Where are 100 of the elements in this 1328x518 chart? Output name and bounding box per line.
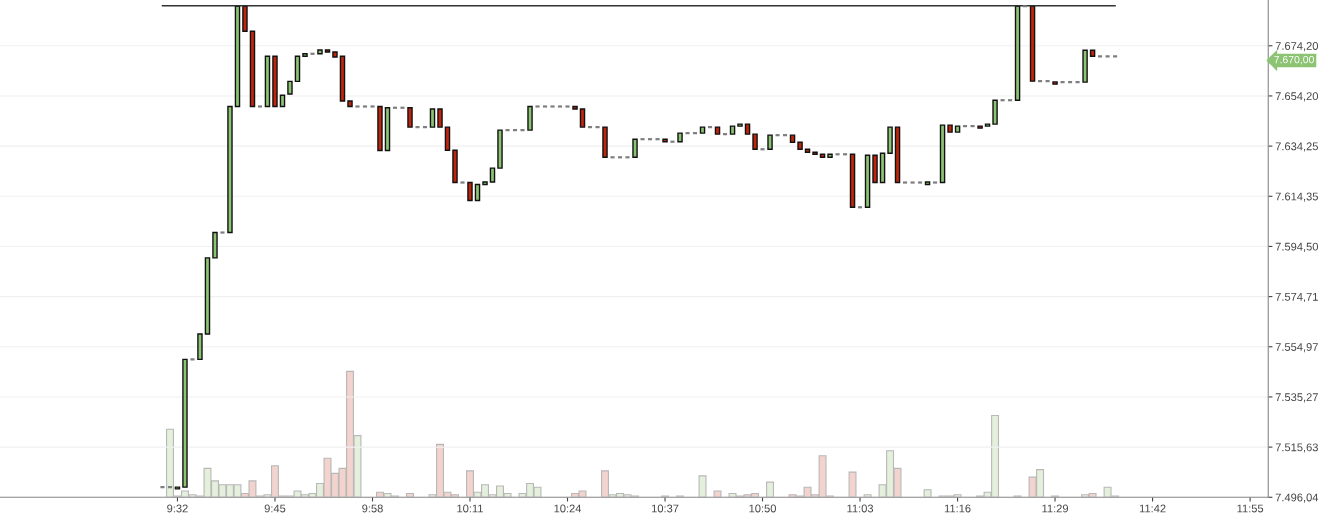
candlestick — [684, 132, 691, 135]
candlestick — [384, 107, 391, 152]
x-tick-label: 10:50 — [749, 504, 776, 513]
text: 7.670,00 — [1274, 55, 1314, 65]
candlestick — [947, 124, 953, 133]
candlestick — [737, 123, 743, 127]
candlestick — [774, 134, 781, 137]
x-tick-label: 10:37 — [651, 504, 679, 513]
candlestick — [677, 132, 683, 143]
candlestick — [714, 126, 721, 135]
candlestick — [459, 181, 466, 184]
candlestick — [242, 5, 248, 32]
y-tick-label: 7.634,25 — [1275, 142, 1318, 152]
candlestick — [204, 257, 211, 335]
candlestick — [909, 181, 916, 184]
candlestick — [264, 55, 271, 108]
candlestick — [954, 125, 961, 133]
candlestick — [939, 124, 946, 184]
x-tick-label: 9:45 — [264, 504, 286, 513]
candlestick — [429, 108, 436, 128]
candlestick — [819, 153, 826, 159]
candlestick — [992, 99, 998, 125]
candlestick — [894, 126, 901, 184]
candlestick — [789, 134, 796, 143]
candlestick — [489, 167, 496, 183]
candlestick — [474, 183, 481, 202]
x-tick-label: 11:29 — [1042, 504, 1069, 513]
candlestick — [332, 51, 338, 58]
candlestick — [287, 80, 293, 95]
candlestick — [654, 138, 661, 141]
candlestick — [977, 125, 983, 129]
candlestick — [804, 148, 811, 153]
x-tick-label: 11:16 — [944, 504, 971, 513]
candlestick — [324, 49, 331, 53]
candlestick — [549, 105, 556, 108]
candlestick — [579, 108, 586, 128]
y-tick-label: 7.515,63 — [1275, 443, 1318, 453]
candlestick — [662, 138, 668, 143]
candlestick — [744, 123, 751, 135]
candlestick — [377, 105, 383, 152]
candlestick — [527, 105, 533, 131]
candlestick — [444, 126, 451, 151]
x-tick-label: 11:03 — [847, 504, 874, 513]
x-tick-label: 9:32 — [167, 504, 188, 513]
candlestick — [182, 358, 188, 488]
candlestick — [984, 123, 991, 127]
candlestick — [407, 107, 413, 128]
candlestick — [347, 100, 353, 108]
x-tick-label: 11:42 — [1139, 504, 1166, 513]
candlestick — [872, 154, 878, 184]
candlestick — [212, 231, 218, 259]
candlestick — [437, 108, 443, 128]
candlestick — [849, 153, 856, 208]
candlestick — [317, 49, 323, 55]
candlestick — [294, 55, 301, 83]
candlestick — [879, 152, 886, 184]
bar — [406, 492, 414, 498]
bar — [766, 481, 775, 498]
candlestick — [1052, 81, 1058, 85]
y-tick-label: 7.674,20 — [1275, 42, 1318, 52]
candlestick — [174, 486, 181, 490]
candlestick — [827, 153, 833, 159]
candlestick — [609, 156, 616, 159]
candlestick — [699, 126, 706, 134]
candlestick — [227, 105, 233, 234]
candlestick — [159, 486, 166, 489]
candlestick — [234, 5, 241, 108]
candlestick — [572, 105, 578, 110]
candlestick — [834, 153, 841, 156]
candlestick — [1089, 49, 1096, 57]
candlestick — [759, 148, 766, 151]
y-tick-label: 7.614,35 — [1275, 192, 1318, 202]
candlestick — [339, 55, 346, 102]
candlestick — [504, 129, 511, 132]
candlestick — [729, 125, 736, 135]
candlestick — [594, 126, 601, 129]
candlestick — [534, 105, 541, 108]
candlestick — [797, 141, 803, 150]
bar — [698, 475, 707, 498]
candlestick — [924, 181, 931, 186]
candlestick — [197, 333, 203, 361]
y-tick-label: 7.574,71 — [1275, 292, 1318, 303]
candlestick — [249, 30, 256, 108]
bar — [713, 490, 722, 498]
candlestick — [467, 181, 473, 202]
x-tick-label: 10:11 — [457, 504, 483, 513]
y-tick-label: 7.654,20 — [1275, 92, 1318, 102]
y-tick-label: 7.594,50 — [1275, 242, 1318, 252]
candlestick — [354, 105, 361, 108]
candlestick — [519, 129, 526, 132]
candlestick — [752, 133, 758, 150]
y-tick-label: 7.535,27 — [1275, 393, 1318, 403]
bar — [923, 489, 932, 498]
candlestick — [414, 126, 421, 129]
candlestick — [812, 151, 818, 155]
candlestick — [864, 154, 871, 208]
candlestick — [669, 140, 676, 143]
candlestick — [189, 358, 196, 361]
candlestick — [602, 126, 608, 159]
candlestick — [887, 126, 893, 154]
